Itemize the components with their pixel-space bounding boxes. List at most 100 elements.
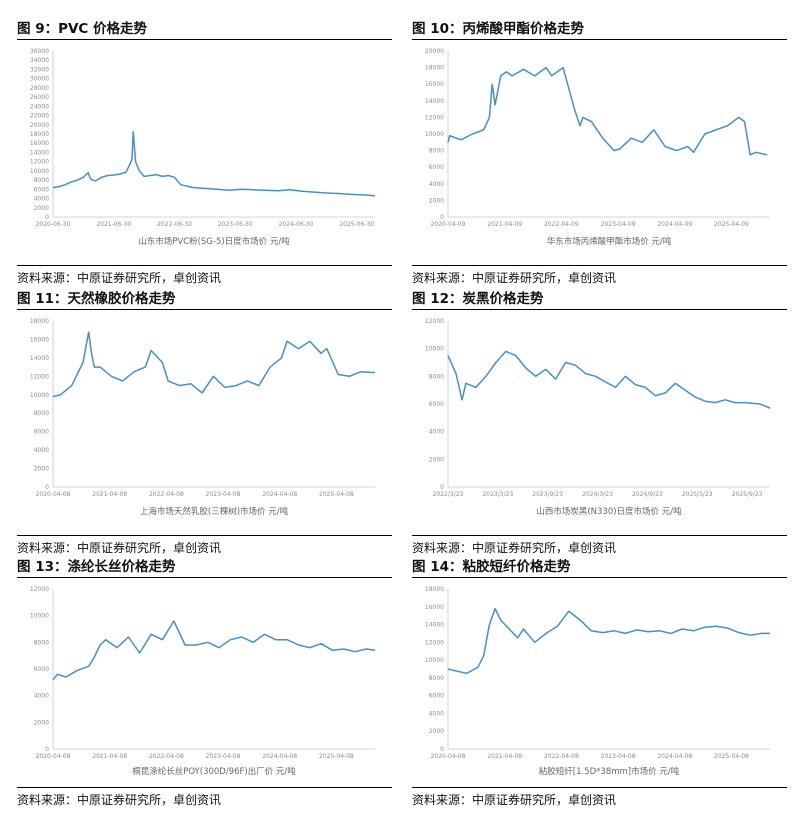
x-tick-label: 2022-04-08	[544, 753, 579, 760]
source-rule	[17, 535, 392, 536]
y-tick-label: 14000	[30, 149, 49, 156]
source-rule	[412, 535, 787, 536]
series-line	[447, 350, 771, 409]
y-tick-label: 12000	[30, 159, 49, 166]
y-tick-label: 8000	[34, 410, 49, 417]
source-rule	[412, 265, 787, 266]
chart-viscose: 0 2000 4000 6000 8000 10000 12000 14000 16000 180…	[425, 586, 770, 777]
series-caption: 山东市场PVC粉(SG-5)日度市场价 元/吨	[138, 236, 290, 247]
y-tick-label: 28000	[30, 85, 49, 92]
y-tick-label: 2000	[429, 456, 444, 463]
y-tick-label: 10000	[30, 613, 49, 620]
y-tick-label: 30000	[30, 76, 49, 83]
series-caption: 华东市场丙烯酸甲酯市场价 元/吨	[547, 236, 672, 247]
y-tick-label: 8000	[34, 639, 49, 646]
x-tick-label: 2025/9/23	[732, 491, 763, 498]
title-rule	[17, 577, 392, 578]
x-tick-label: 2020-06-30	[36, 221, 71, 228]
y-tick-label: 32000	[30, 66, 49, 73]
source-note: 资料来源：中原证券研究所，卓创资讯	[412, 541, 617, 555]
y-tick-label: 8000	[429, 675, 444, 682]
y-tick-label: 10000	[425, 346, 444, 353]
x-tick-label: 2024/3/23	[582, 491, 613, 498]
x-tick-label: 2024-04-08	[262, 753, 297, 760]
y-tick-label: 12000	[30, 586, 49, 593]
panel-pvc: 图 9：PVC 价格走势 0 2000 4000 6000 8000 10000 12000…	[17, 17, 392, 287]
x-tick-label: 2022-06-30	[157, 221, 192, 228]
y-tick-label: 10000	[425, 131, 444, 138]
y-tick-label: 6000	[429, 401, 444, 408]
y-tick-label: 0	[45, 214, 49, 221]
x-tick-label: 2023/9/23	[532, 491, 563, 498]
series-caption: 桐昆涤纶长丝POY(300D/96F)出厂价 元/吨	[132, 766, 296, 777]
x-tick-label: 2022/3/23	[433, 491, 464, 498]
y-tick-label: 18000	[425, 586, 444, 593]
x-tick-label: 2023-04-09	[601, 221, 636, 228]
y-tick-label: 0	[440, 484, 444, 491]
x-tick-label: 2024-04-09	[657, 221, 692, 228]
series-line	[52, 620, 376, 681]
y-tick-label: 10000	[30, 168, 49, 175]
y-tick-label: 4000	[34, 447, 49, 454]
y-tick-label: 0	[45, 746, 49, 753]
x-tick-label: 2025-04-08	[714, 753, 749, 760]
y-tick-label: 26000	[30, 94, 49, 101]
x-tick-label: 2021-06-30	[96, 221, 131, 228]
y-tick-label: 8000	[429, 373, 444, 380]
x-tick-label: 2022-04-08	[149, 491, 184, 498]
panel-polyester: 图 13：涤纶长丝价格走势 0 2000 4000 6000 8000 10000 1200…	[17, 555, 392, 817]
y-tick-label: 2000	[34, 205, 49, 212]
x-tick-label: 2020-04-08	[36, 753, 71, 760]
series-line	[447, 607, 770, 675]
x-tick-label: 2023-06-30	[218, 221, 253, 228]
y-tick-label: 10000	[425, 657, 444, 664]
x-tick-label: 2023-04-08	[206, 491, 241, 498]
series-caption: 粘胶短纤[1.5D*38mm]市场价 元/吨	[539, 766, 680, 777]
y-tick-label: 18000	[30, 131, 49, 138]
y-tick-label: 2000	[429, 197, 444, 204]
title-rule	[412, 39, 787, 40]
x-tick-label: 2025-06-30	[339, 221, 374, 228]
series-caption: 上海市场天然乳胶(三棵树)市场价 元/吨	[140, 506, 289, 517]
y-tick-label: 2000	[429, 728, 444, 735]
chart-acrylic: 0 2000 4000 6000 8000 10000 12000 14000 16000 180…	[425, 48, 770, 247]
panel-rubber: 图 11：天然橡胶价格走势 0 2000 4000 6000 8000 10000 1200…	[17, 287, 392, 557]
panel-title: 图 12：炭黑价格走势	[412, 291, 544, 307]
y-tick-label: 16000	[425, 81, 444, 88]
y-tick-label: 6000	[429, 164, 444, 171]
y-tick-label: 10000	[30, 392, 49, 399]
y-tick-label: 8000	[429, 148, 444, 155]
source-note: 资料来源：中原证券研究所，卓创资讯	[17, 541, 222, 555]
y-tick-label: 4000	[429, 710, 444, 717]
x-tick-label: 2021-04-08	[487, 753, 522, 760]
x-tick-label: 2025-04-08	[319, 753, 354, 760]
x-tick-label: 2024-04-08	[657, 753, 692, 760]
panel-title: 图 11：天然橡胶价格走势	[17, 291, 176, 307]
x-tick-label: 2020-04-09	[431, 221, 466, 228]
y-tick-label: 8000	[34, 177, 49, 184]
chart-carbon-black: 0 2000 4000 6000 8000 10000 12000 2022/3/23 2023…	[425, 318, 771, 517]
panel-title: 图 14：粘胶短纤价格走势	[412, 559, 571, 575]
y-tick-label: 34000	[30, 57, 49, 64]
x-tick-label: 2025-04-09	[714, 221, 749, 228]
y-tick-label: 20000	[425, 48, 444, 55]
x-tick-label: 2023-04-08	[601, 753, 636, 760]
y-tick-label: 20000	[30, 122, 49, 129]
panel-acrylic: 图 10：丙烯酸甲酯价格走势 0 2000 4000 6000 8000 10000 120…	[412, 17, 787, 287]
y-tick-label: 6000	[34, 186, 49, 193]
chart-pvc: 0 2000 4000 6000 8000 10000 12000 14000 16000 180…	[30, 48, 376, 247]
y-tick-label: 2000	[34, 719, 49, 726]
panel-carbon-black: 图 12：炭黑价格走势 0 2000 4000 6000 8000 10000 12000 2…	[412, 287, 787, 557]
x-tick-label: 2025/3/23	[682, 491, 713, 498]
panel-title: 图 13：涤纶长丝价格走势	[17, 559, 176, 575]
y-tick-label: 2000	[34, 466, 49, 473]
y-tick-label: 12000	[425, 639, 444, 646]
title-rule	[17, 309, 392, 310]
y-tick-label: 4000	[429, 429, 444, 436]
x-tick-label: 2024-06-30	[279, 221, 314, 228]
title-rule	[412, 309, 787, 310]
y-tick-label: 14000	[425, 98, 444, 105]
source-rule	[17, 787, 392, 788]
source-note: 资料来源：中原证券研究所，卓创资讯	[412, 271, 617, 285]
x-tick-label: 2022-04-09	[544, 221, 579, 228]
